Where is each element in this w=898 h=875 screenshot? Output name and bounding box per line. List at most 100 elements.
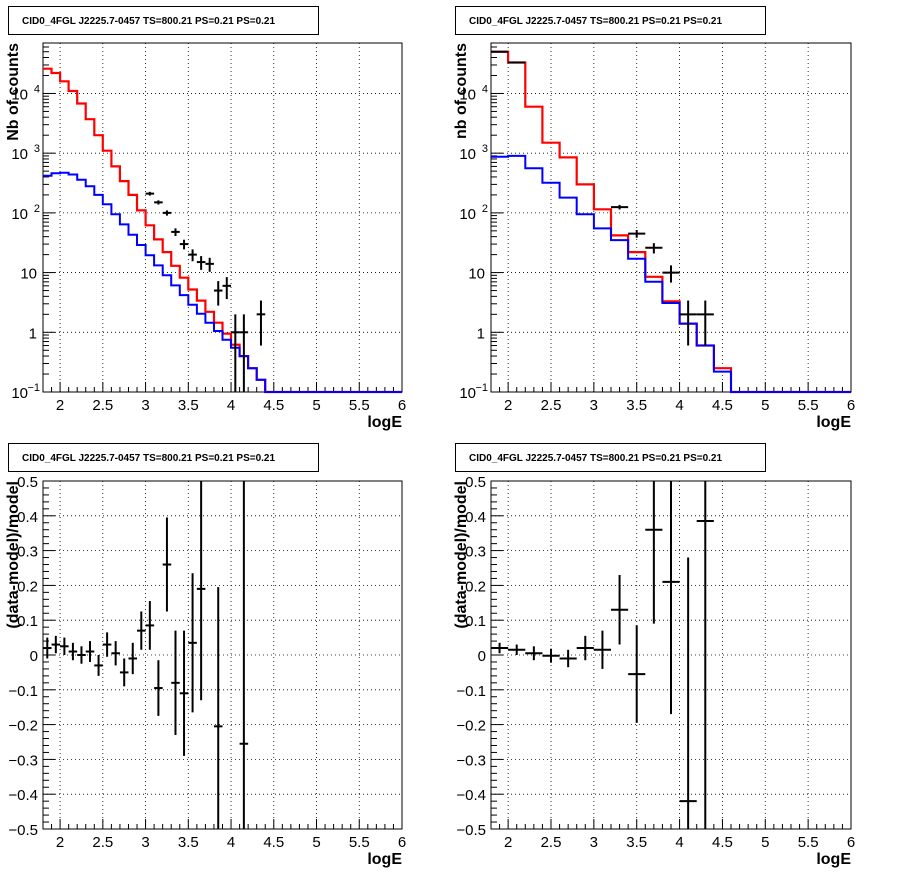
x-tick-label: 4.5 — [712, 834, 733, 851]
y-tick-label: 0.1 — [465, 613, 486, 630]
plot-title-box — [455, 443, 766, 472]
x-tick-label: 4 — [227, 834, 235, 851]
x-tick-label: 3.5 — [178, 397, 199, 414]
x-tick-label: 5 — [312, 397, 320, 414]
data-point — [102, 632, 112, 657]
x-tick-label: 4 — [675, 397, 683, 414]
x-tick-label: 6 — [398, 834, 406, 851]
x-tick-label: 4.5 — [263, 397, 284, 414]
x-tick-label: 3.5 — [626, 834, 647, 851]
x-tick-label: 4.5 — [263, 834, 284, 851]
data-point — [213, 281, 223, 306]
y-tick-label: 10 — [459, 385, 476, 402]
y-tick-label: 10 — [459, 86, 476, 103]
y-tick-label: −0.5 — [8, 822, 38, 839]
plot-title: CID0_4FGL J2225.7-0457 TS=800.21 PS=0.21… — [469, 453, 722, 464]
x-tick-label: 2.5 — [92, 834, 113, 851]
x-tick-label: 2.5 — [92, 397, 113, 414]
data-point — [137, 611, 146, 650]
data-point — [196, 256, 206, 270]
x-tick-label: 3 — [590, 397, 598, 414]
data-point — [77, 646, 86, 664]
y-axis-label: nb of counts — [453, 43, 470, 139]
data-point — [154, 660, 163, 716]
data-point — [662, 481, 680, 715]
data-point — [128, 642, 138, 675]
plot-pad-1: CID0_4FGL J2225.7-0457 TS=800.21 PS=0.21… — [5, 6, 406, 431]
data-point — [68, 642, 78, 661]
x-tick-label: 6 — [847, 397, 855, 414]
x-tick-label: 5 — [761, 834, 769, 851]
data-point — [188, 249, 197, 262]
data-point — [679, 557, 697, 829]
data-point — [542, 648, 560, 663]
y-tick-label: −0.4 — [8, 787, 38, 804]
y-tick-label: −0.3 — [8, 752, 38, 769]
data-point — [43, 637, 52, 659]
plot-title-box — [455, 6, 766, 35]
y-tick-label: 0.5 — [465, 474, 486, 491]
x-axis-label: logE — [367, 414, 402, 431]
data-point — [85, 641, 95, 662]
plot-pad-4: CID0_4FGL J2225.7-0457 TS=800.21 PS=0.21… — [453, 443, 855, 868]
source-model-histogram — [43, 171, 402, 393]
data-point — [162, 517, 172, 612]
data-point — [213, 587, 223, 829]
y-tick-label-exponent: 4 — [34, 83, 40, 95]
y-tick-label: 10 — [459, 206, 476, 223]
data-point — [162, 210, 172, 216]
y-tick-label-exponent: 3 — [34, 143, 40, 155]
data-point — [696, 300, 714, 346]
y-tick-label-exponent: 4 — [482, 83, 488, 95]
x-tick-label: 3.5 — [178, 834, 199, 851]
plot-pad-3: CID0_4FGL J2225.7-0457 TS=800.21 PS=0.21… — [5, 443, 406, 868]
y-tick-label: 10 — [11, 385, 28, 402]
data-point — [662, 265, 680, 283]
y-axis-label: (data-model)/model — [453, 481, 470, 629]
y-tick-label: 0.4 — [465, 509, 486, 526]
y-tick-label: 10 — [20, 266, 37, 283]
source-model-histogram — [491, 154, 851, 393]
data-point — [611, 204, 629, 210]
y-tick-label: 10 — [468, 266, 485, 283]
data-point — [145, 191, 155, 196]
y-tick-label: 0.3 — [17, 544, 38, 561]
data-point — [111, 641, 120, 666]
data-point — [593, 630, 611, 669]
y-tick-label: 0.1 — [17, 613, 38, 630]
x-tick-label: 5.5 — [798, 397, 819, 414]
y-tick-label: −0.1 — [456, 683, 486, 700]
x-tick-label: 5.5 — [349, 397, 370, 414]
x-tick-label: 4 — [227, 397, 235, 414]
y-tick-label: −0.2 — [8, 718, 38, 735]
data-point — [645, 481, 663, 624]
x-tick-label: 2 — [504, 834, 512, 851]
y-tick-label-exponent: 2 — [34, 203, 40, 215]
x-tick-label: 4.5 — [712, 397, 733, 414]
data-point — [231, 314, 240, 392]
y-tick-label: −0.4 — [456, 787, 486, 804]
x-tick-label: 5.5 — [349, 834, 370, 851]
data-point — [179, 630, 189, 756]
data-point — [576, 635, 594, 661]
data-point — [119, 658, 129, 687]
data-point — [145, 601, 155, 650]
y-tick-label: 0.2 — [465, 578, 486, 595]
data-point — [628, 229, 646, 238]
data-point — [491, 642, 509, 654]
x-axis-label: logE — [816, 851, 851, 868]
data-point — [559, 649, 577, 668]
data-point — [205, 257, 214, 272]
x-tick-label: 6 — [847, 834, 855, 851]
y-tick-label-exponent: 2 — [482, 203, 488, 215]
data-point — [51, 635, 61, 654]
x-tick-label: 3.5 — [626, 397, 647, 414]
x-tick-label: 2.5 — [541, 397, 562, 414]
plot-title-box — [8, 6, 319, 35]
x-tick-label: 2.5 — [541, 834, 562, 851]
x-tick-label: 2 — [56, 397, 64, 414]
y-tick-label: 10 — [459, 146, 476, 163]
y-tick-label-exponent: 3 — [482, 143, 488, 155]
y-tick-label: 0.2 — [17, 578, 38, 595]
